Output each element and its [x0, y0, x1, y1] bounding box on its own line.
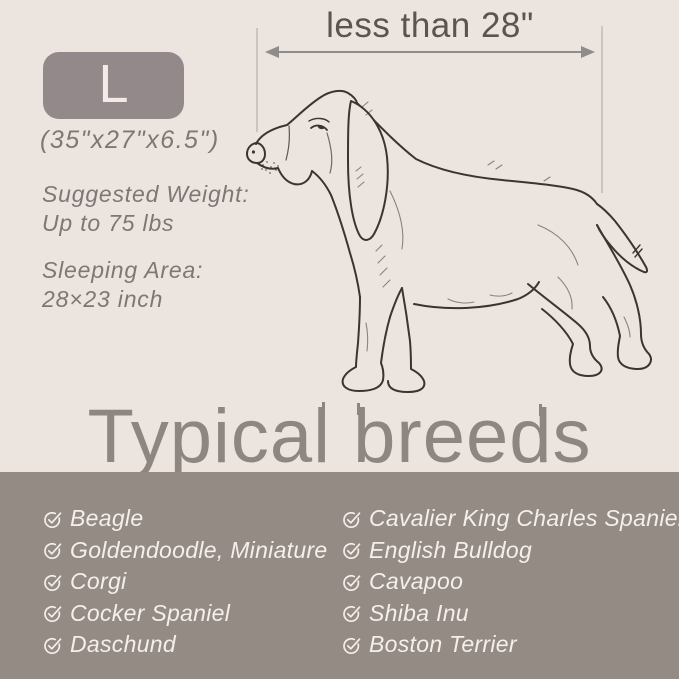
breed-name: Cavalier King Charles Spaniel [369, 505, 679, 532]
size-badge: L [43, 52, 184, 119]
check-circle-icon [44, 574, 62, 591]
breed-item: Goldendoodle, Miniature [43, 535, 328, 567]
breed-name: Daschund [70, 631, 176, 658]
suggested-weight-label: Suggested Weight: [42, 181, 250, 207]
breed-item: Beagle [43, 503, 328, 535]
breeds-band: Beagle Goldendoodle, Miniature Corgi Coc… [0, 472, 679, 679]
check-circle-icon [44, 637, 62, 654]
measure-guide-line-left [256, 28, 258, 132]
suggested-weight: Suggested Weight: Up to 75 lbs [42, 180, 250, 238]
check-circle-icon [343, 606, 361, 623]
breed-item: Boston Terrier [342, 629, 679, 661]
dog-ear [347, 100, 389, 241]
double-arrow-icon [265, 46, 595, 58]
breeds-column-left: Beagle Goldendoodle, Miniature Corgi Coc… [43, 503, 328, 661]
breed-name: Beagle [70, 505, 144, 532]
breed-name: Boston Terrier [369, 631, 517, 658]
sleeping-area: Sleeping Area: 28×23 inch [42, 256, 203, 314]
breed-name: Cocker Spaniel [70, 599, 231, 626]
breeds-section-title: Typical breeds [87, 394, 592, 479]
breed-name: English Bulldog [369, 536, 533, 563]
breed-name: Cavapoo [369, 568, 464, 595]
sleeping-area-value: 28×23 inch [42, 286, 164, 312]
breed-item: Corgi [43, 566, 328, 598]
check-circle-icon [343, 637, 361, 654]
check-circle-icon [343, 543, 361, 560]
measurement-label: less than 28" [326, 6, 534, 45]
breed-name: Corgi [70, 568, 127, 595]
ground-tick [322, 402, 325, 414]
breeds-column-right: Cavalier King Charles Spaniel English Bu… [342, 503, 679, 661]
ground-tick [357, 403, 360, 415]
measure-guide-line-right [601, 26, 603, 193]
check-circle-icon [343, 511, 361, 528]
bed-dimensions: (35"x27"x6.5") [40, 126, 220, 154]
breed-name: Goldendoodle, Miniature [70, 536, 328, 563]
breed-item: Cavapoo [342, 566, 679, 598]
sleeping-area-label: Sleeping Area: [42, 257, 204, 283]
check-circle-icon [44, 511, 62, 528]
breed-item: Cavalier King Charles Spaniel [342, 503, 679, 535]
breed-item: Cocker Spaniel [43, 598, 328, 630]
dog-illustration [245, 89, 652, 393]
breed-item: English Bulldog [342, 535, 679, 567]
size-badge-label: L [98, 53, 129, 114]
check-circle-icon [44, 543, 62, 560]
ground-tick [539, 404, 542, 416]
check-circle-icon [343, 574, 361, 591]
breed-item: Daschund [43, 629, 328, 661]
breed-item: Shiba Inu [342, 598, 679, 630]
suggested-weight-value: Up to 75 lbs [42, 210, 175, 236]
check-circle-icon [44, 606, 62, 623]
breed-name: Shiba Inu [369, 599, 469, 626]
